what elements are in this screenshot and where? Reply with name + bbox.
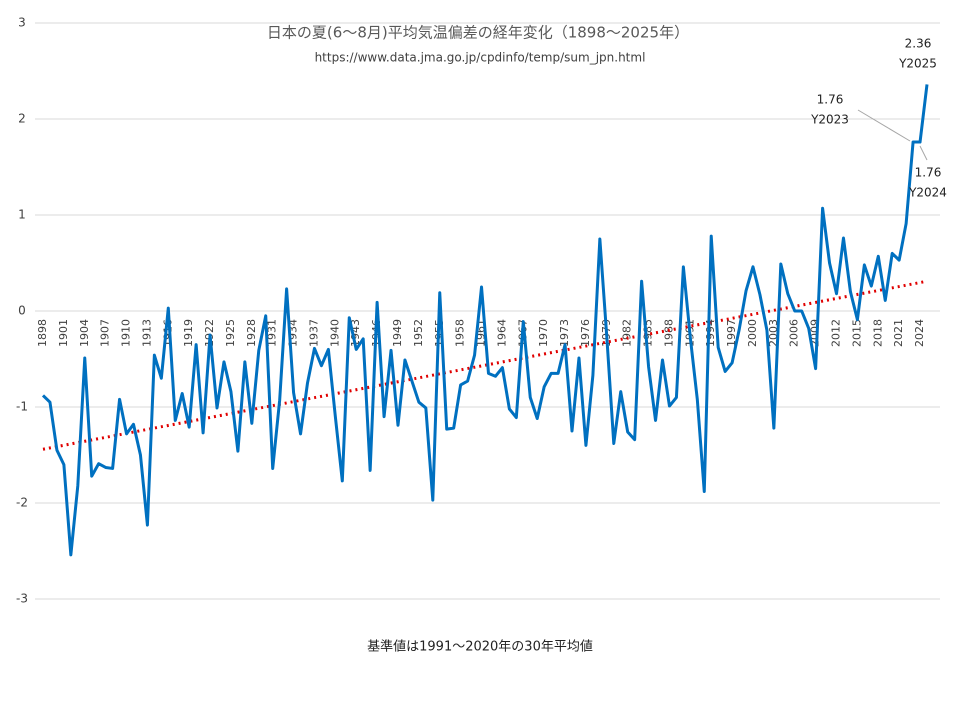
annotation: Y2024	[908, 186, 947, 200]
y-tick-label: 2	[18, 112, 26, 126]
annotation: 1.76	[817, 93, 844, 107]
x-tick-label: 1988	[662, 319, 675, 347]
x-tick-label: 1907	[99, 319, 112, 347]
x-tick-label: 1901	[57, 319, 70, 347]
x-tick-label: 1904	[78, 319, 91, 347]
x-tick-label: 1937	[307, 319, 320, 347]
footnote: 基準値は1991～2020年の30年平均値	[367, 639, 593, 655]
x-tick-label: 1973	[558, 319, 571, 347]
y-tick-label: -3	[16, 592, 28, 606]
y-tick-label: 1	[18, 208, 26, 222]
x-tick-label: 1982	[621, 319, 634, 347]
chart-subtitle: https://www.data.jma.go.jp/cpdinfo/temp/…	[315, 51, 646, 65]
x-tick-label: 1928	[245, 319, 258, 347]
x-tick-label: 1922	[203, 319, 216, 347]
x-tick-label: 1913	[140, 319, 153, 347]
x-tick-label: 2000	[746, 319, 759, 347]
y-tick-label: -2	[16, 496, 28, 510]
x-tick-label: 1970	[537, 319, 550, 347]
x-tick-label: 1898	[36, 319, 49, 347]
x-tick-label: 2015	[850, 319, 863, 347]
x-tick-label: 2012	[830, 319, 843, 347]
y-tick-label: 3	[18, 16, 26, 30]
x-tick-label: 2006	[788, 319, 801, 347]
x-tick-label: 1940	[328, 319, 341, 347]
leader-line	[857, 109, 911, 142]
data-line	[41, 84, 929, 557]
chart-title: 日本の夏(6～8月)平均気温偏差の経年変化（1898～2025年）	[267, 24, 689, 42]
x-tick-label: 1997	[725, 319, 738, 347]
annotation: 1.76	[915, 166, 942, 180]
annotation: 2.36	[905, 37, 932, 51]
x-tick-label: 2024	[913, 319, 926, 347]
x-tick-label: 1919	[182, 319, 195, 347]
x-tick-label: 2021	[892, 319, 905, 347]
x-tick-label: 1931	[266, 319, 279, 347]
x-tick-label: 2018	[871, 319, 884, 347]
x-tick-label: 1925	[224, 319, 237, 347]
annotation: Y2023	[810, 113, 849, 127]
x-tick-label: 1958	[454, 319, 467, 347]
y-tick-label: -1	[16, 400, 28, 414]
leader-line	[919, 145, 928, 161]
x-tick-label: 1964	[495, 319, 508, 347]
x-tick-label: 1949	[391, 319, 404, 347]
annotation: Y2025	[898, 57, 937, 71]
x-tick-label: 1910	[120, 319, 133, 347]
y-tick-label: 0	[18, 304, 26, 318]
x-tick-label: 1952	[412, 319, 425, 347]
x-tick-label: 1976	[579, 319, 592, 347]
